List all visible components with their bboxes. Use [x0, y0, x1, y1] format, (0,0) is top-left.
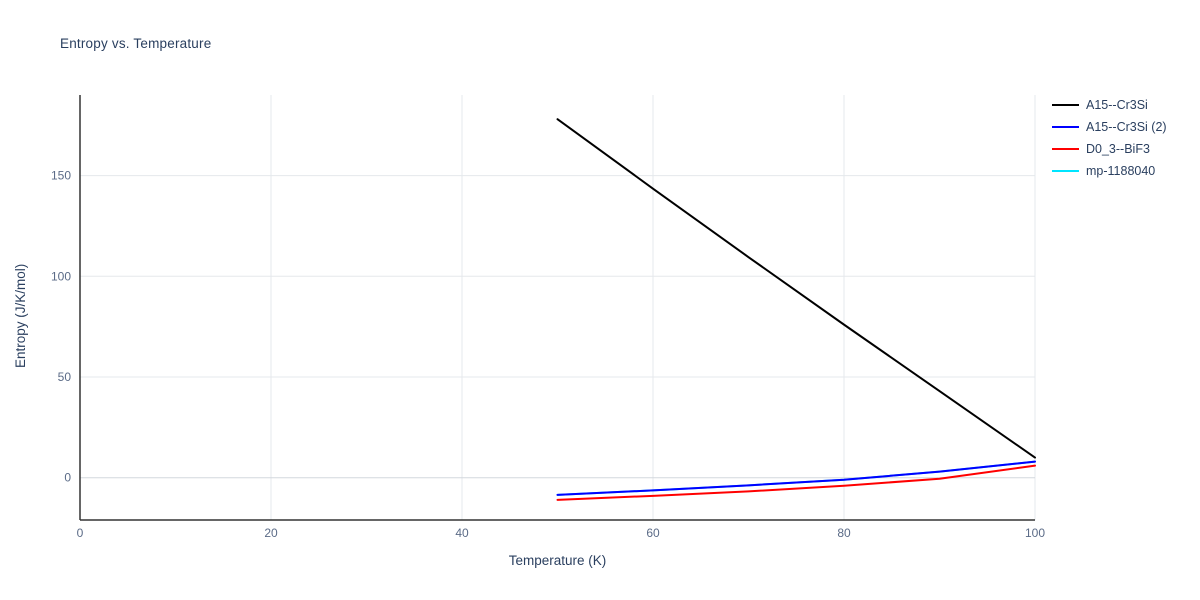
- series-line-A15--Cr3Si: [556, 118, 1036, 459]
- legend-label: A15--Cr3Si (2): [1086, 119, 1167, 134]
- x-tick-label: 100: [1025, 526, 1045, 540]
- legend-item-mp-1188040[interactable]: mp-1188040: [1052, 162, 1167, 179]
- legend-swatch: [1052, 169, 1079, 172]
- legend-swatch: [1052, 103, 1079, 106]
- legend-label: D0_3--BiF3: [1086, 141, 1150, 156]
- legend-item-A15--Cr3Si (2)[interactable]: A15--Cr3Si (2): [1052, 118, 1167, 135]
- x-tick-label: 40: [455, 526, 469, 540]
- y-tick-label: 100: [51, 269, 71, 283]
- y-tick-label: 50: [58, 370, 72, 384]
- x-tick-label: 0: [77, 526, 84, 540]
- legend-label: mp-1188040: [1086, 163, 1156, 178]
- x-tick-label: 20: [264, 526, 278, 540]
- chart-legend: A15--Cr3Si A15--Cr3Si (2) D0_3--BiF3 mp-118…: [1052, 96, 1167, 179]
- x-axis-label: Temperature (K): [508, 553, 607, 568]
- legend-item-D0_3--BiF3[interactable]: D0_3--BiF3: [1052, 140, 1167, 157]
- y-tick-label: 0: [64, 471, 71, 485]
- x-tick-label: 80: [837, 526, 851, 540]
- legend-item-A15--Cr3Si[interactable]: A15--Cr3Si: [1052, 96, 1167, 113]
- legend-label: A15--Cr3Si: [1086, 97, 1148, 112]
- legend-swatch: [1052, 147, 1079, 150]
- y-axis-label: Entropy (J/K/mol): [13, 263, 28, 368]
- series-line-D0_3--BiF3: [556, 464, 1036, 501]
- chart-title: Entropy vs. Temperature: [60, 36, 212, 51]
- legend-swatch: [1052, 125, 1079, 128]
- x-tick-label: 60: [646, 526, 660, 540]
- series-line-mp-1188040: [556, 460, 1036, 496]
- series-line-A15--Cr3Si (2): [556, 460, 1036, 496]
- y-tick-label: 150: [51, 169, 71, 183]
